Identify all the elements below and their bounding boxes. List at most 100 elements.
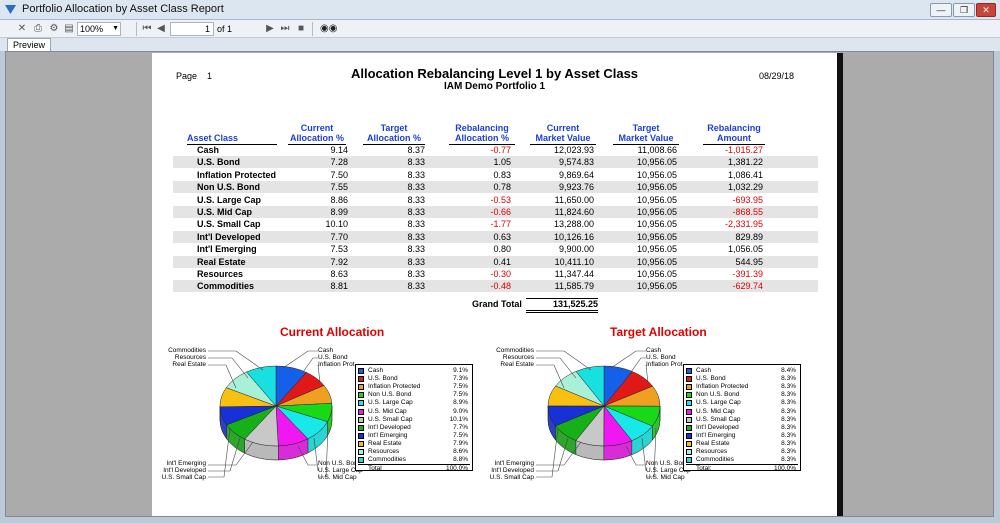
report-viewer[interactable]: Page 1 08/29/18 Allocation Rebalancing L… [5, 51, 994, 517]
legend-swatch [358, 392, 364, 399]
legend-item: Int'l Developed 7.7% [358, 424, 470, 432]
print-setup-icon[interactable]: ⚙ [49, 23, 59, 34]
legend-label: Commodities [696, 456, 734, 464]
header-text: Current [300, 123, 334, 133]
print-icon[interactable]: ⎙ [34, 23, 42, 34]
callout-label: Inflation Prot [318, 360, 355, 368]
legend-value: 8.3% [781, 399, 796, 407]
legend-item: Non U.S. Bond 8.3% [686, 391, 798, 399]
header-target-allocation: Target Allocation % [363, 123, 425, 145]
toolbar-separator [136, 22, 137, 36]
toolbar-separator [312, 22, 313, 36]
legend-item: Cash 8.4% [686, 367, 798, 375]
header-text: Allocation % [363, 133, 425, 145]
legend-item: Real Estate 8.3% [686, 440, 798, 448]
asset-class-cell: U.S. Small Cap [197, 219, 261, 230]
table-row: Int'l Emerging 7.53 8.33 0.80 9,900.00 10,956… [173, 243, 818, 255]
header-rebalancing-amount: Rebalancing Amount [703, 123, 765, 145]
close-icon[interactable]: ✕ [17, 23, 27, 34]
tgt-cell: 8.33 [407, 256, 425, 267]
next-page-icon[interactable]: ▶ [266, 23, 274, 34]
page-number-input[interactable]: 1 [170, 22, 214, 36]
legend-swatch [686, 408, 692, 415]
last-page-icon[interactable]: ⏭ [280, 23, 290, 34]
tgt-cell: 8.33 [407, 157, 425, 168]
prev-page-icon[interactable]: ◀ [157, 23, 165, 34]
tmv-cell: 10,956.05 [636, 244, 677, 255]
asset-class-cell: Inflation Protected [197, 169, 277, 180]
pie-svg [208, 350, 333, 478]
tab-preview[interactable]: Preview [7, 38, 52, 51]
amt-cell: 1,056.05 [727, 244, 763, 255]
amt-cell: -2,331.95 [724, 219, 763, 230]
reb-cell: 1.05 [493, 157, 511, 168]
legend-label: Commodities [368, 456, 406, 464]
cur-cell: 7.53 [330, 244, 348, 255]
maximize-button[interactable]: ❐ [953, 3, 975, 17]
pie-legend: Cash 8.4% U.S. Bond 8.3% Inflation Protected… [683, 364, 801, 472]
zoom-select[interactable]: 100% ▼ [77, 22, 121, 36]
legend-label: U.S. Large Cap [368, 399, 413, 407]
callout-line [208, 427, 231, 478]
callout-label: Commodities [496, 347, 534, 354]
header-text: Rebalancing [455, 123, 509, 133]
callout-label: U.S. Bond [318, 353, 348, 361]
cur-cell: 8.63 [330, 269, 348, 279]
callout-line [208, 350, 264, 371]
asset-class-cell: U.S. Mid Cap [197, 207, 253, 217]
legend-value: 8.3% [781, 456, 796, 464]
app-icon [5, 5, 16, 14]
tgt-cell: 8.33 [407, 194, 425, 205]
target-allocation-title: Target Allocation [610, 325, 707, 339]
cur-cell: 7.50 [330, 169, 348, 180]
zoom-value: 100% [80, 24, 104, 34]
report-title: Allocation Rebalancing Level 1 by Asset … [350, 66, 639, 81]
legend-label: Int'l Developed [696, 423, 739, 431]
legend-value: 8.9% [453, 399, 468, 407]
close-button[interactable]: ✕ [976, 3, 996, 17]
legend-label: Int'l Emerging [368, 431, 408, 439]
callout-label: Real Estate [172, 360, 206, 368]
asset-class-cell: Resources [197, 269, 244, 279]
reb-cell: -0.77 [490, 145, 511, 155]
callout-line [302, 357, 318, 373]
callout-line [536, 437, 569, 472]
legend-value: 7.9% [453, 439, 468, 447]
cmv-cell: 11,650.00 [554, 194, 594, 205]
tgt-cell: 8.33 [407, 207, 425, 217]
legend-item: U.S. Large Cap 8.9% [358, 399, 470, 407]
tmv-cell: 10,956.05 [636, 182, 677, 193]
callout-line [208, 437, 241, 472]
pie-svg [536, 350, 661, 478]
cmv-cell: 9,869.64 [558, 169, 594, 180]
minimize-button[interactable]: — [930, 3, 952, 17]
reb-cell: 0.78 [493, 182, 511, 193]
header-asset-class: Asset Class [187, 133, 277, 145]
header-text: Allocation % [449, 133, 515, 145]
grand-total-value: 131,525.25 [526, 298, 598, 313]
legend-item: Commodities 8.3% [686, 456, 798, 464]
legend-value: 7.5% [453, 431, 468, 439]
header-text: Current [546, 123, 580, 133]
legend-label: Resources [696, 448, 728, 455]
header-current-market-value: Current Market Value [530, 123, 596, 145]
page-shadow [837, 53, 843, 516]
legend-item: Int'l Emerging 8.3% [686, 432, 798, 440]
legend-value: 8.3% [781, 431, 796, 439]
legend-item: U.S. Small Cap 8.3% [686, 416, 798, 424]
asset-class-cell: U.S. Bond [197, 157, 240, 168]
first-page-icon[interactable]: ⏮ [142, 23, 152, 34]
table-row: Cash 9.14 8.37 -0.77 12,023.93 11,008.66 -1,01… [173, 144, 818, 156]
legend-label: Cash [368, 367, 384, 374]
pie-slice [575, 365, 605, 407]
find-binoculars-icon[interactable]: ◉◉ [320, 23, 338, 34]
callout-line [317, 364, 321, 384]
legend-value: 9.0% [453, 407, 468, 415]
legend-swatch [358, 400, 364, 407]
amt-cell: -391.39 [732, 269, 763, 279]
reb-cell: -0.53 [490, 194, 511, 205]
reb-cell: -1.77 [490, 219, 511, 230]
callout-label: Cash [318, 347, 334, 354]
stop-icon[interactable]: ■ [297, 23, 305, 34]
page-setup-icon[interactable]: ▤ [64, 23, 74, 34]
